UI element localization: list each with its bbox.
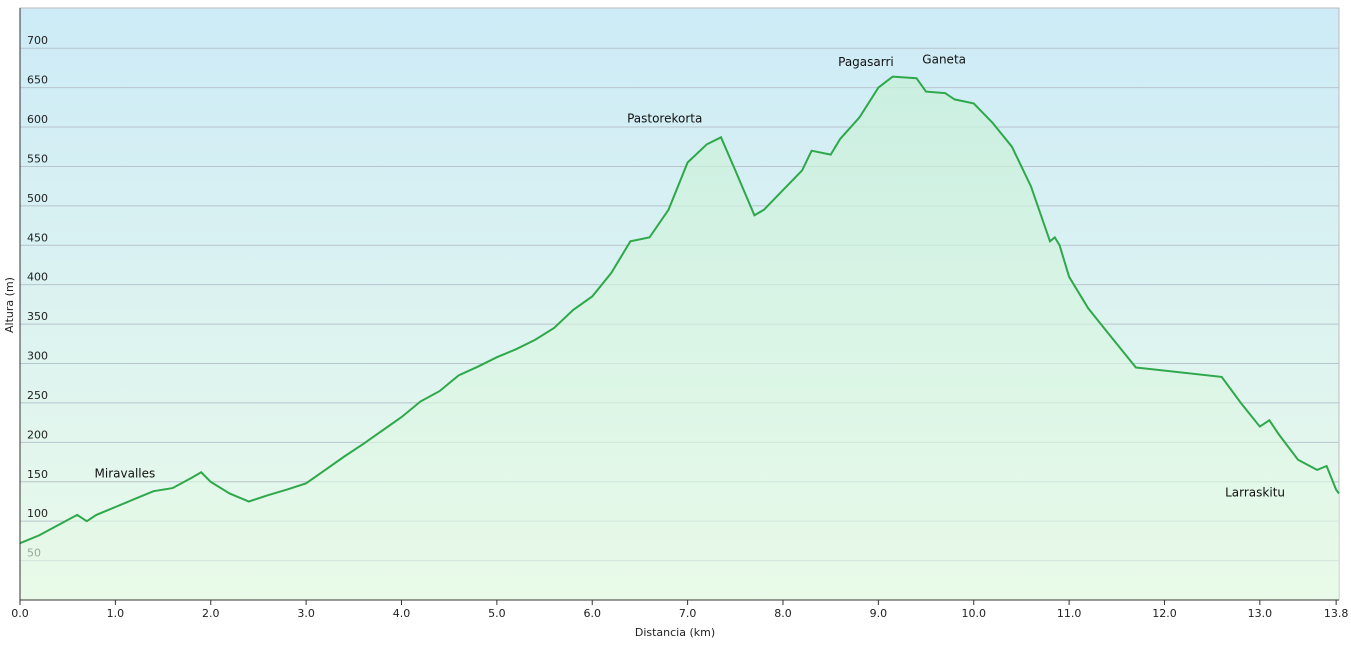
y-tick-label: 250 — [27, 389, 48, 402]
annotation: Miravalles — [95, 466, 156, 480]
y-tick-label: 200 — [27, 428, 48, 441]
x-tick-label: 11.0 — [1057, 607, 1082, 620]
annotation: Larraskitu — [1225, 485, 1285, 499]
x-tick-label: 13.8 — [1324, 607, 1349, 620]
x-tick-label: 12.0 — [1152, 607, 1177, 620]
annotation: Pastorekorta — [627, 112, 702, 126]
area — [20, 76, 1339, 601]
x-tick-label: 0.0 — [11, 607, 29, 620]
y-axis-label: Altura (m) — [3, 277, 16, 333]
y-tick-label: 100 — [27, 507, 48, 520]
y-tick-label: 350 — [27, 310, 48, 323]
x-tick-label: 5.0 — [488, 607, 506, 620]
x-tick-label: 6.0 — [583, 607, 601, 620]
x-axis-label: Distancia (km) — [635, 626, 715, 639]
x-tick-label: 13.0 — [1248, 607, 1273, 620]
y-tick-label: 450 — [27, 231, 48, 244]
annotation: Pagasarri — [838, 55, 894, 69]
x-tick-label: 3.0 — [297, 607, 315, 620]
x-tick-label: 1.0 — [107, 607, 125, 620]
y-tick-label: 600 — [27, 113, 48, 126]
x-tick-label: 10.0 — [961, 607, 986, 620]
x-tick-label: 7.0 — [679, 607, 697, 620]
x-tick-label: 4.0 — [393, 607, 411, 620]
x-tick-label: 8.0 — [774, 607, 792, 620]
y-tick-label: 300 — [27, 350, 48, 363]
y-tick-label: 400 — [27, 271, 48, 284]
y-tick-label: 500 — [27, 192, 48, 205]
x-tick-label: 2.0 — [202, 607, 220, 620]
y-tick-label: 700 — [27, 34, 48, 47]
annotation: Ganeta — [922, 53, 966, 67]
line — [19, 75, 1340, 545]
y-tick-label: 650 — [27, 74, 48, 87]
x-tick-label: 9.0 — [870, 607, 888, 620]
y-tick-label: 150 — [27, 468, 48, 481]
y-tick-label: 550 — [27, 152, 48, 165]
